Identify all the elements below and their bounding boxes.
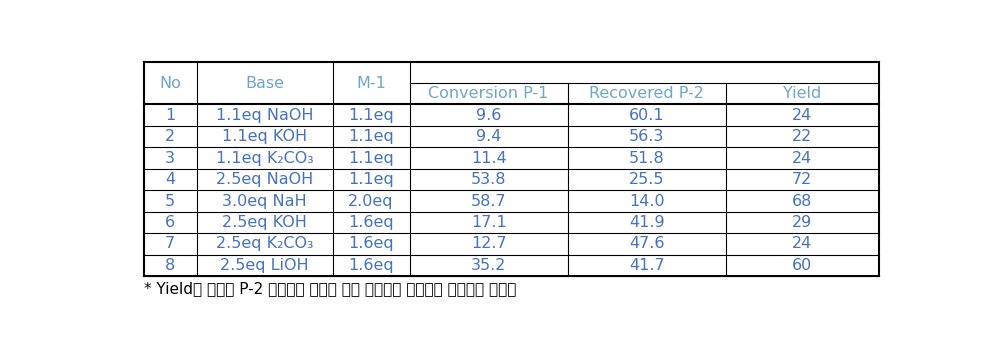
Text: 5: 5 <box>165 194 175 209</box>
Text: 8: 8 <box>165 258 175 273</box>
Text: 1.1eq NaOH: 1.1eq NaOH <box>216 108 313 123</box>
Text: 60.1: 60.1 <box>628 108 664 123</box>
Text: 24: 24 <box>791 151 811 166</box>
Text: 24: 24 <box>791 108 811 123</box>
Text: 11.4: 11.4 <box>470 151 506 166</box>
Text: 17.1: 17.1 <box>470 215 506 230</box>
Text: 7: 7 <box>165 236 175 252</box>
Text: 60: 60 <box>791 258 811 273</box>
Text: 2.5eq KOH: 2.5eq KOH <box>222 215 307 230</box>
Text: 12.7: 12.7 <box>470 236 506 252</box>
Text: 2.5eq K₂CO₃: 2.5eq K₂CO₃ <box>216 236 313 252</box>
Text: 1: 1 <box>165 108 175 123</box>
Text: 1.1eq: 1.1eq <box>348 129 394 144</box>
Text: 56.3: 56.3 <box>628 129 664 144</box>
Text: 72: 72 <box>791 172 811 187</box>
Text: 1.1eq K₂CO₃: 1.1eq K₂CO₃ <box>216 151 313 166</box>
Text: 24: 24 <box>791 236 811 252</box>
Text: 25.5: 25.5 <box>628 172 664 187</box>
Text: 1.1eq: 1.1eq <box>348 172 394 187</box>
Text: No: No <box>159 76 181 90</box>
Text: 35.2: 35.2 <box>470 258 506 273</box>
Text: 47.6: 47.6 <box>628 236 664 252</box>
Text: Base: Base <box>245 76 283 90</box>
Text: 4: 4 <box>165 172 175 187</box>
Text: 3.0eq NaH: 3.0eq NaH <box>222 194 306 209</box>
Text: 58.7: 58.7 <box>470 194 506 209</box>
Text: 1.1eq KOH: 1.1eq KOH <box>222 129 307 144</box>
Text: 6: 6 <box>165 215 175 230</box>
Text: 2.0eq: 2.0eq <box>348 194 394 209</box>
Text: 53.8: 53.8 <box>470 172 506 187</box>
Text: 22: 22 <box>791 129 811 144</box>
Text: 41.9: 41.9 <box>628 215 664 230</box>
Text: 2.5eq LiOH: 2.5eq LiOH <box>220 258 308 273</box>
Text: 1.6eq: 1.6eq <box>348 215 394 230</box>
Text: 1.1eq: 1.1eq <box>348 108 394 123</box>
Text: * Yield는 사용한 P-2 원료에서 회수한 양을 제외하고 전환율을 고려해서 산정함: * Yield는 사용한 P-2 원료에서 회수한 양을 제외하고 전환율을 고… <box>143 282 516 296</box>
Text: Recovered P-2: Recovered P-2 <box>588 86 704 101</box>
Text: Yield: Yield <box>782 86 820 101</box>
Text: Conversion P-1: Conversion P-1 <box>428 86 549 101</box>
Text: 1.6eq: 1.6eq <box>348 258 394 273</box>
Text: 2.5eq NaOH: 2.5eq NaOH <box>216 172 313 187</box>
Text: 51.8: 51.8 <box>628 151 664 166</box>
Text: 14.0: 14.0 <box>628 194 664 209</box>
Text: 41.7: 41.7 <box>628 258 664 273</box>
Text: M-1: M-1 <box>356 76 386 90</box>
Text: 9.4: 9.4 <box>475 129 501 144</box>
Text: 2: 2 <box>165 129 175 144</box>
Text: 1.6eq: 1.6eq <box>348 236 394 252</box>
Text: 68: 68 <box>791 194 811 209</box>
Text: 1.1eq: 1.1eq <box>348 151 394 166</box>
Text: 3: 3 <box>165 151 175 166</box>
Text: 29: 29 <box>791 215 811 230</box>
Text: 9.6: 9.6 <box>475 108 501 123</box>
